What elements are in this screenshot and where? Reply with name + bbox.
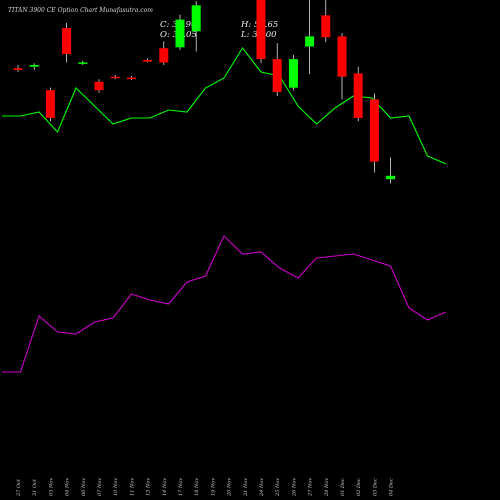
candle xyxy=(143,58,153,63)
x-tick-label: 17 Nov xyxy=(178,478,184,496)
x-tick-label: 14 Nov xyxy=(162,478,168,496)
candle-body xyxy=(159,48,169,63)
x-tick-label: 04 Nov xyxy=(65,478,71,496)
candle-body xyxy=(29,65,39,67)
candle-body xyxy=(45,90,55,118)
candle-body xyxy=(386,175,396,180)
chart-title: TITAN 3900 CE Option Chart Munafasutra.c… xyxy=(8,7,153,14)
candle-body xyxy=(191,5,201,32)
x-tick-label: 20 Nov xyxy=(227,478,233,497)
x-tick-label: 03 Nov xyxy=(48,478,54,496)
x-tick-label: 13 Nov xyxy=(146,478,152,496)
candle-body xyxy=(369,99,379,162)
x-tick-label: 18 Nov xyxy=(194,478,200,496)
candle xyxy=(159,41,169,65)
x-tick-label: 31 Oct xyxy=(32,478,38,496)
x-tick-label: 10 Nov xyxy=(113,478,119,496)
x-tick-label: 03 Dec xyxy=(372,478,378,496)
candle-body xyxy=(288,59,298,88)
candle xyxy=(126,75,136,81)
candle-body xyxy=(110,76,120,79)
candle xyxy=(272,43,282,96)
candle xyxy=(369,93,379,173)
x-tick-label: 25 Nov xyxy=(275,478,281,497)
upper-line-series xyxy=(2,47,447,165)
candle-body xyxy=(175,19,185,48)
x-axis-labels: 27 Oct 31 Oct 03 Nov 04 Nov 06 Nov 07 Nov 10 N… xyxy=(16,478,395,497)
x-tick-label: 19 Nov xyxy=(210,478,216,496)
x-tick-label: 27 Nov xyxy=(308,478,314,497)
x-tick-label: 07 Nov xyxy=(97,478,103,496)
candle-body xyxy=(94,81,104,91)
x-tick-label: 02 Dec xyxy=(356,478,362,496)
candle xyxy=(321,0,331,43)
candle xyxy=(175,14,185,50)
candle-body xyxy=(337,36,347,77)
x-tick-label: 21 Nov xyxy=(243,478,249,497)
candle xyxy=(386,157,396,184)
candle xyxy=(45,87,55,122)
candle xyxy=(110,75,120,80)
candle xyxy=(29,63,39,70)
x-tick-label: 11 Nov xyxy=(129,478,135,496)
candle-body xyxy=(272,59,282,92)
candle xyxy=(288,54,298,91)
x-tick-label: 24 Nov xyxy=(259,478,265,497)
candle-body xyxy=(321,15,331,38)
candle-body xyxy=(78,62,88,64)
candle-body xyxy=(126,77,136,80)
x-tick-label: 28 Nov xyxy=(324,478,330,497)
candle-body xyxy=(143,59,153,62)
candles-group xyxy=(13,0,396,184)
candle-body xyxy=(256,0,266,59)
candle xyxy=(191,1,201,52)
x-tick-label: 26 Nov xyxy=(291,478,297,497)
candle-body xyxy=(62,28,72,54)
x-tick-label: 04 Dec xyxy=(389,478,395,496)
candle xyxy=(353,66,363,122)
candle xyxy=(305,0,315,75)
candle-body xyxy=(353,73,363,118)
x-tick-label: 01 Dec xyxy=(340,478,346,496)
moving-average-lines xyxy=(2,47,447,373)
candle xyxy=(256,0,266,64)
x-tick-label: 06 Nov xyxy=(81,478,87,496)
x-tick-label: 27 Oct xyxy=(16,478,22,497)
candle xyxy=(78,60,88,65)
candle-body xyxy=(305,36,315,47)
candle xyxy=(94,79,104,93)
lower-line-series xyxy=(2,235,447,373)
candle-body xyxy=(13,68,23,70)
candle xyxy=(337,33,347,100)
candle xyxy=(13,65,23,72)
candle xyxy=(62,23,72,63)
